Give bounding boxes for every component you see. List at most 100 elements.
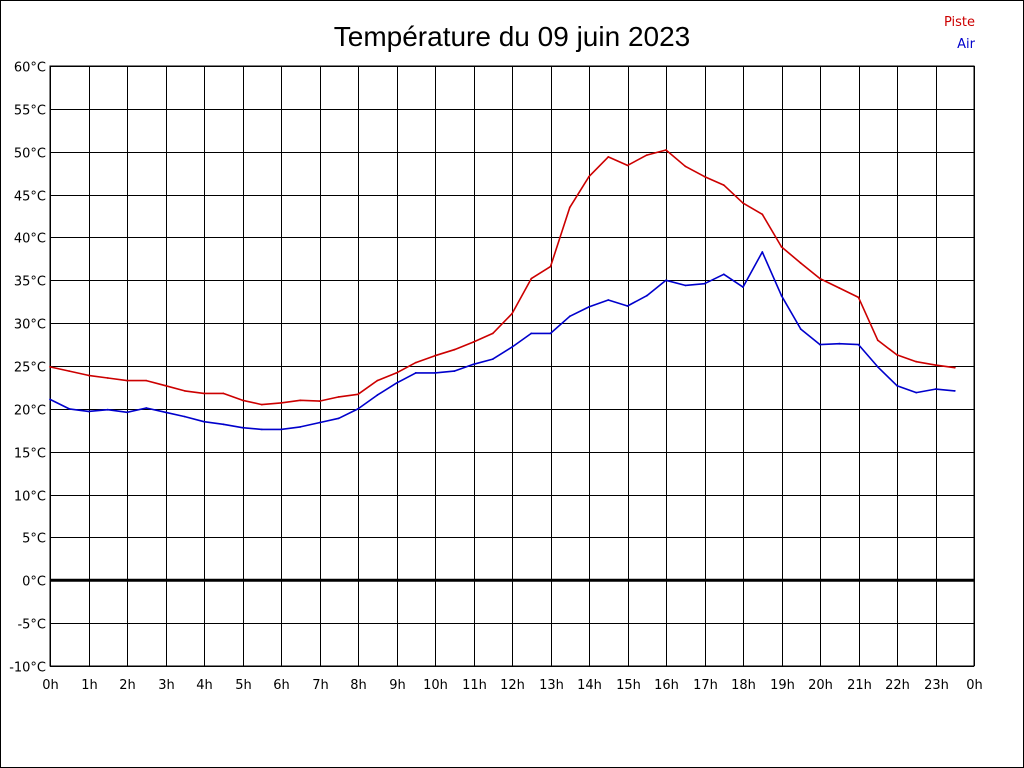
data-point-piste [915, 360, 918, 363]
x-tick-label: 21h [847, 678, 872, 693]
data-point-piste [280, 402, 282, 404]
data-point-air [299, 426, 302, 428]
data-point-piste [68, 370, 71, 372]
data-point-air [106, 408, 109, 411]
data-point-air [453, 370, 456, 372]
y-tick-label: 60°C [14, 61, 46, 76]
data-point-air [799, 328, 802, 330]
data-point-air [549, 332, 552, 335]
grid [49, 65, 975, 667]
data-point-piste [722, 184, 725, 187]
data-point-air [588, 306, 590, 308]
y-tick-label: 30°C [14, 318, 46, 333]
data-point-piste [395, 372, 398, 374]
data-point-air [568, 315, 571, 318]
data-point-air [684, 284, 687, 287]
legend-entry-piste: Piste [944, 15, 975, 30]
data-point-piste [857, 296, 860, 299]
data-point-piste [203, 392, 205, 395]
series-line-air [49, 251, 955, 431]
data-point-piste [126, 379, 128, 382]
data-point-piste [799, 262, 802, 264]
x-tick-label: 11h [462, 678, 487, 693]
x-tick-label: 8h [350, 678, 367, 693]
y-tick-label: 20°C [14, 404, 46, 419]
data-point-piste [626, 164, 629, 167]
data-point-air [915, 391, 918, 394]
y-tick-label: 35°C [14, 275, 46, 290]
data-point-air [953, 390, 956, 392]
data-point-air [164, 411, 167, 414]
data-point-piste [780, 246, 783, 248]
data-point-piste [260, 403, 263, 406]
y-tick-label: 40°C [14, 232, 46, 247]
data-point-piste [761, 213, 764, 216]
data-point-air [260, 428, 263, 431]
x-tick-label: 7h [312, 678, 329, 693]
data-point-piste [472, 341, 475, 343]
x-tick-label: 17h [693, 678, 718, 693]
data-point-piste [318, 400, 321, 402]
x-tick-label: 6h [273, 678, 290, 693]
y-tick-label: 0°C [22, 575, 46, 590]
data-point-piste [183, 390, 186, 392]
data-point-air [857, 343, 860, 346]
data-point-air [203, 420, 205, 423]
data-point-piste [645, 154, 648, 157]
data-point-piste [607, 156, 610, 158]
legend: Piste Air [944, 15, 976, 52]
x-tick-label: 16h [654, 678, 679, 693]
data-point-piste [568, 206, 571, 209]
data-point-piste [434, 354, 436, 357]
data-point-air [318, 421, 321, 424]
x-tick-label: 13h [539, 678, 564, 693]
data-point-air [819, 343, 821, 346]
data-point-piste [164, 384, 167, 387]
x-tick-label: 15h [616, 678, 641, 693]
data-point-piste [337, 396, 340, 398]
data-point-air [472, 363, 475, 366]
data-point-air [222, 423, 225, 426]
data-point-piste [953, 366, 956, 369]
data-point-air [49, 398, 51, 401]
data-point-piste [241, 399, 244, 402]
legend-entry-air: Air [957, 37, 976, 52]
data-point-air [126, 411, 128, 414]
data-point-piste [684, 165, 687, 168]
data-point-piste [145, 379, 148, 382]
x-tick-label: 2h [119, 678, 136, 693]
data-point-piste [838, 287, 841, 289]
data-point-air [87, 410, 90, 413]
data-point-air [703, 282, 706, 285]
data-point-air [434, 372, 436, 374]
data-point-piste [222, 392, 225, 395]
data-point-air [607, 299, 610, 301]
x-tick-label: 3h [158, 678, 175, 693]
data-point-piste [511, 312, 513, 315]
x-tick-label: 12h [500, 678, 525, 693]
data-point-air [376, 394, 379, 396]
x-tick-label: 18h [731, 678, 756, 693]
data-point-piste [491, 332, 494, 335]
data-point-piste [357, 393, 359, 396]
x-tick-label: 4h [196, 678, 213, 693]
data-point-air [68, 408, 71, 410]
data-point-piste [530, 277, 533, 280]
data-point-air [357, 408, 359, 410]
data-point-piste [453, 348, 456, 351]
data-point-piste [106, 377, 109, 379]
x-tick-label: 1h [81, 678, 98, 693]
data-point-piste [299, 399, 302, 402]
data-point-air [491, 358, 494, 360]
data-point-air [896, 384, 898, 387]
x-tick-label: 14h [577, 678, 602, 693]
data-point-air [511, 346, 513, 348]
y-tick-label: 55°C [14, 104, 46, 119]
y-tick-label: 25°C [14, 361, 46, 376]
y-tick-label: 50°C [14, 147, 46, 162]
data-point-air [395, 382, 398, 384]
x-tick-label: 0h [42, 678, 59, 693]
data-point-piste [742, 202, 744, 205]
data-point-air [722, 273, 725, 276]
x-tick-label: 23h [924, 678, 949, 693]
